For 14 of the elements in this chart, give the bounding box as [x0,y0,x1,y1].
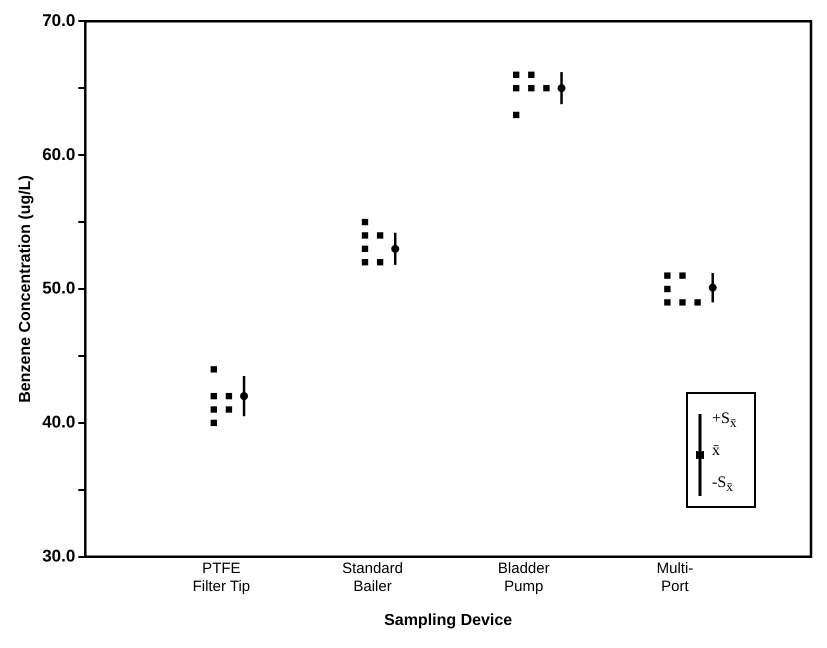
annotation: x̄ [712,442,720,460]
x-tick-label: Multi- Port [656,560,694,595]
y-tick-label: 60.0 [42,144,76,164]
y-tick-label: 50.0 [42,278,76,298]
annotation: +S$_{x̄}$ [712,410,737,432]
y-tick-label: 40.0 [42,412,76,432]
x-tick-label: PTFE Filter Tip [192,560,250,595]
y-tick-label: 70.0 [42,10,76,30]
annotation: -S$_{x̄}$ [712,474,733,496]
x-tick-label: Bladder Pump [498,560,550,595]
x-tick-label: Standard Bailer [342,560,403,595]
x-axis-title: Sampling Device [384,612,512,629]
y-axis-title: Benzene Concentration (ug/L) [17,175,34,403]
y-tick-label: 30.0 [42,546,76,566]
